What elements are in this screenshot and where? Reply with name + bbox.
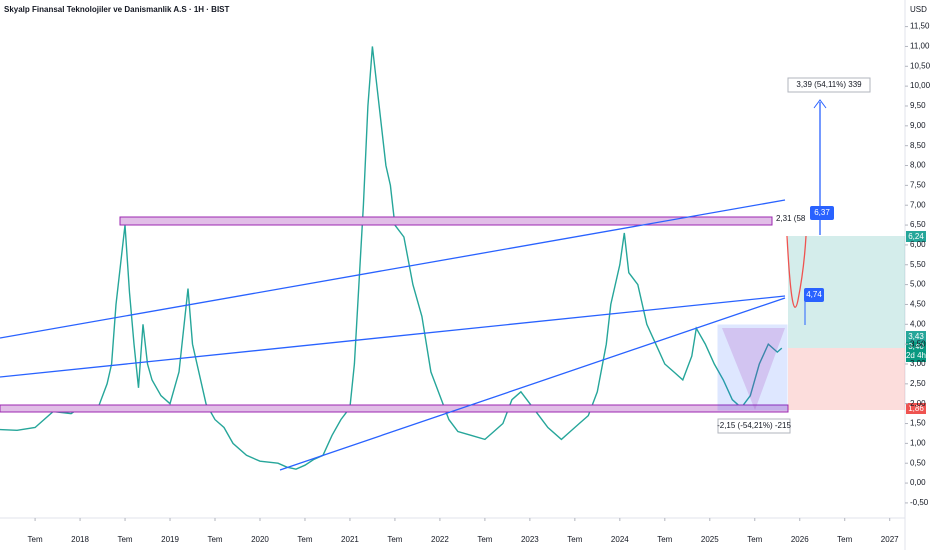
y-tick-label: 7,50 bbox=[910, 180, 926, 189]
tag-last: 3,43 bbox=[908, 332, 924, 341]
x-tick-label: Tem bbox=[297, 535, 312, 544]
x-tick-label: 2025 bbox=[701, 535, 719, 544]
x-tick-label: Tem bbox=[477, 535, 492, 544]
price-tag bbox=[906, 231, 926, 242]
trend-line bbox=[279, 297, 786, 471]
x-tick-label: 2019 bbox=[161, 535, 179, 544]
y-tick-label: 8,50 bbox=[910, 141, 926, 150]
y-tick-label: 5,00 bbox=[910, 280, 926, 289]
price-tag bbox=[906, 342, 926, 362]
resistance-zone bbox=[119, 216, 773, 226]
y-tick-label: 7,00 bbox=[910, 200, 926, 209]
trend-line bbox=[0, 295, 786, 378]
arrow-head bbox=[813, 99, 827, 109]
x-tick-label: Tem bbox=[117, 535, 132, 544]
target-label: 3,39 (54,11%) 339 bbox=[796, 80, 862, 89]
mid-price: 4,74 bbox=[806, 290, 822, 299]
y-tick-label: 5,50 bbox=[910, 260, 926, 269]
x-tick-label: Tem bbox=[567, 535, 582, 544]
y-tick-label: 10,50 bbox=[910, 61, 931, 70]
y-tick-label: 0,00 bbox=[910, 478, 926, 487]
y-tick-label: 8,00 bbox=[910, 161, 926, 170]
price-line bbox=[0, 46, 783, 470]
y-tick-label: 4,00 bbox=[910, 319, 926, 328]
chart-title: Skyalp Finansal Teknolojiler ve Danisman… bbox=[4, 5, 230, 14]
y-tick-label: 3,50 bbox=[910, 339, 926, 348]
y-tick-label: 2,50 bbox=[910, 379, 926, 388]
x-tick-label: 2023 bbox=[521, 535, 539, 544]
trend-line bbox=[0, 199, 786, 339]
price-tag bbox=[906, 403, 926, 414]
y-tick-label: 9,00 bbox=[910, 121, 926, 130]
tag-price: 3,40 bbox=[908, 342, 924, 351]
y-tick-label: 2,00 bbox=[910, 399, 926, 408]
y-tick-label: 4,50 bbox=[910, 300, 926, 309]
x-tick-label: Tem bbox=[657, 535, 672, 544]
y-tick-label: 6,50 bbox=[910, 220, 926, 229]
price-tag bbox=[906, 331, 926, 342]
x-tick-label: Tem bbox=[747, 535, 762, 544]
y-tick-label: 11,00 bbox=[910, 42, 930, 51]
projection bbox=[786, 235, 807, 308]
measure-box bbox=[717, 324, 788, 411]
support-zone bbox=[0, 404, 789, 413]
x-tick-label: 2027 bbox=[881, 535, 899, 544]
x-tick-label: 2020 bbox=[251, 535, 269, 544]
label-box bbox=[717, 418, 791, 434]
x-tick-label: Tem bbox=[837, 535, 852, 544]
drop-label: -2,15 (-54,21%) -215 bbox=[717, 421, 791, 430]
price-badge bbox=[810, 206, 834, 220]
y-tick-label: 11,50 bbox=[910, 22, 930, 31]
y-tick-label: 3,00 bbox=[910, 359, 926, 368]
y-tick-label: 6,00 bbox=[910, 240, 926, 249]
tag-top: 6,24 bbox=[908, 232, 924, 241]
cup-shape bbox=[722, 328, 785, 410]
x-tick-label: Tem bbox=[28, 535, 43, 544]
partial-label: 2,31 (58 bbox=[776, 214, 806, 223]
x-tick-label: 2022 bbox=[431, 535, 449, 544]
target-price: 6,37 bbox=[814, 208, 830, 217]
x-tick-label: Tem bbox=[387, 535, 402, 544]
y-tick-label: 0,50 bbox=[910, 458, 926, 467]
x-tick-label: 2026 bbox=[791, 535, 809, 544]
y-tick-label: 1,00 bbox=[910, 438, 926, 447]
y-tick-label: 9,50 bbox=[910, 101, 926, 110]
label-box bbox=[787, 77, 871, 93]
x-tick-label: 2024 bbox=[611, 535, 629, 544]
tag-stop: 1,86 bbox=[908, 404, 924, 413]
x-tick-label: 2021 bbox=[341, 535, 359, 544]
x-tick-label: Tem bbox=[207, 535, 222, 544]
loss-zone bbox=[788, 348, 905, 410]
x-tick-label: 2018 bbox=[71, 535, 89, 544]
y-tick-label: 10,00 bbox=[910, 81, 931, 90]
y-tick-label: 1,50 bbox=[910, 419, 926, 428]
price-badge bbox=[804, 288, 824, 302]
currency: USD bbox=[910, 5, 927, 14]
tag-time: 2d 4h bbox=[906, 351, 926, 360]
y-tick-label: -0,50 bbox=[910, 498, 929, 507]
